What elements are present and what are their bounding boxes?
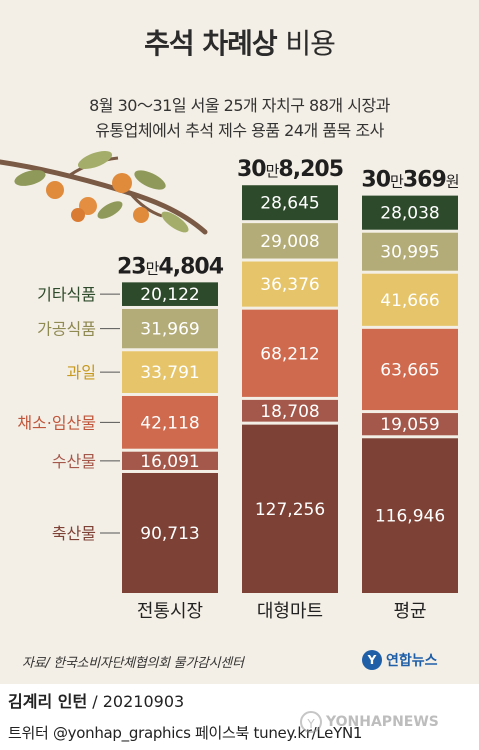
watermark: Y YONHAPNEWS xyxy=(300,708,470,736)
subtitle-line-1: 8월 30～31일 서울 25개 자치구 88개 시장과 xyxy=(89,96,390,115)
bar-segment xyxy=(242,424,338,593)
total-label: 30만8,205 xyxy=(237,157,343,182)
data-label: 28,645 xyxy=(260,194,319,214)
watermark-text: YONHAPNEWS xyxy=(326,714,439,730)
bar-segment xyxy=(362,328,458,411)
watermark-icon: Y xyxy=(300,711,322,733)
source-note: 자료/ 한국소비자단체협의회 물가감시센터 xyxy=(22,656,244,671)
credit-date: / 20210903 xyxy=(92,692,185,711)
data-label: 31,969 xyxy=(140,320,199,340)
data-label: 42,118 xyxy=(140,413,199,433)
data-label: 33,791 xyxy=(140,363,199,383)
data-label: 68,212 xyxy=(260,344,319,364)
legend-label: 과일 xyxy=(67,363,96,382)
yonhap-logo-icon: Y xyxy=(362,650,382,670)
data-label: 127,256 xyxy=(255,500,325,520)
stacked-bar-chart: 90,713 16,091 42,118 33,791 31,969 20,122 전통시장… xyxy=(0,150,460,622)
credit-line: 김계리 인턴 / 20210903 xyxy=(8,688,184,712)
legend-label: 채소·임산물 xyxy=(17,413,96,432)
bar-segment xyxy=(122,451,218,470)
persimmon-branch-illustration xyxy=(0,150,208,235)
bar-segment xyxy=(242,309,338,397)
data-label: 28,038 xyxy=(380,204,439,224)
data-label: 41,666 xyxy=(380,291,439,311)
author-name: 김계리 인턴 xyxy=(8,692,88,711)
data-label: 116,946 xyxy=(375,507,445,527)
bar-segment xyxy=(122,395,218,449)
bar-segment xyxy=(122,308,218,349)
data-label: 30,995 xyxy=(380,243,439,263)
legend-label: 기타식품 xyxy=(37,285,96,304)
bar-segment xyxy=(362,195,458,230)
data-label: 36,376 xyxy=(260,275,319,295)
bar-segment xyxy=(122,472,218,593)
data-label: 29,008 xyxy=(260,232,319,252)
data-label: 19,059 xyxy=(380,415,439,435)
data-label: 18,708 xyxy=(260,402,319,422)
data-label: 63,665 xyxy=(380,360,439,380)
yonhap-logo-text: 연합뉴스 xyxy=(386,653,438,669)
data-label: 90,713 xyxy=(140,524,199,544)
yonhap-logo: Y 연합뉴스 xyxy=(362,648,438,672)
bar-segment xyxy=(242,261,338,307)
bar-segment xyxy=(362,273,458,326)
bar-segment xyxy=(242,399,338,422)
chart-title: 추석 차례상 비용 xyxy=(0,22,479,62)
category-label: 평균 xyxy=(393,601,426,622)
title-bold: 추석 차례상 xyxy=(144,27,278,60)
social-line: 트위터 @yonhap_graphics 페이스북 tuney.kr/LeYN1 xyxy=(8,724,363,742)
category-label: 대형마트 xyxy=(257,601,323,622)
bar-segment xyxy=(362,438,458,593)
labels-layer: 90,713 16,091 42,118 33,791 31,969 20,122 전통시장… xyxy=(17,157,459,622)
bar-segment xyxy=(242,185,338,221)
bar-segment xyxy=(242,223,338,259)
legend-label: 축산물 xyxy=(52,524,96,543)
title-light: 비용 xyxy=(285,27,336,60)
category-label: 전통시장 xyxy=(137,601,203,622)
data-label: 20,122 xyxy=(140,285,199,305)
total-label: 30만369원 xyxy=(361,168,458,193)
subtitle-line-2: 유통업체에서 추석 제수 용품 24개 품목 조사 xyxy=(95,121,384,140)
legend-label: 수산물 xyxy=(52,452,96,471)
legend-label: 가공식품 xyxy=(37,320,96,339)
bars-layer xyxy=(122,185,458,593)
bar-segment xyxy=(122,351,218,393)
total-label: 23만4,804 xyxy=(117,254,224,279)
bar-segment xyxy=(362,232,458,271)
data-label: 16,091 xyxy=(140,452,199,472)
bar-segment xyxy=(362,413,458,436)
bar-segment xyxy=(122,282,218,306)
